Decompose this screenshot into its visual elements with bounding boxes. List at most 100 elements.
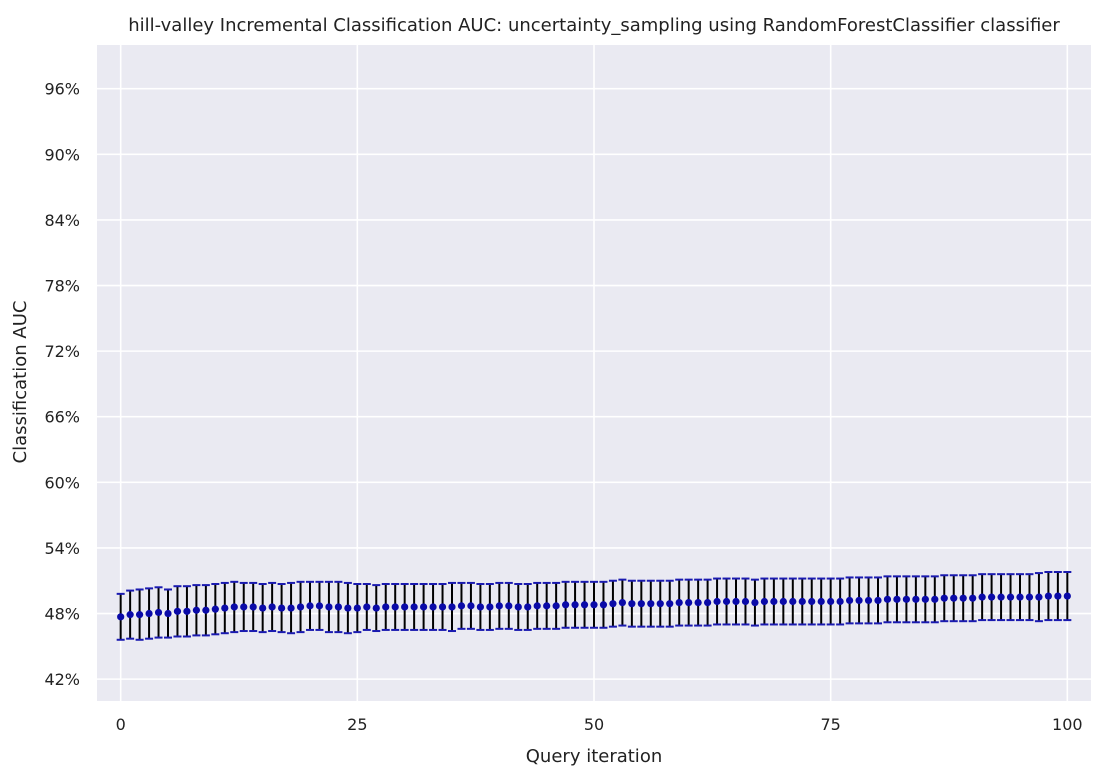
y-axis-label: Classification AUC <box>10 301 31 464</box>
data-point <box>353 604 361 612</box>
data-point <box>296 603 305 611</box>
data-point <box>751 599 759 607</box>
data-point <box>202 606 210 614</box>
data-point <box>855 596 863 605</box>
data-point <box>827 597 835 606</box>
data-point <box>969 594 977 602</box>
data-point <box>1016 593 1024 601</box>
x-tick-label: 100 <box>1052 715 1083 734</box>
data-point <box>893 595 901 603</box>
data-point <box>940 594 948 602</box>
data-point <box>978 593 986 601</box>
data-point <box>590 601 598 609</box>
data-point <box>656 600 664 608</box>
data-point <box>164 609 172 618</box>
data-point <box>722 597 731 606</box>
data-points <box>117 592 1071 621</box>
x-tick-label: 0 <box>116 715 126 734</box>
data-point <box>117 613 125 621</box>
x-tick-label: 25 <box>347 715 367 734</box>
data-point <box>618 599 627 607</box>
data-point <box>306 602 314 610</box>
data-point <box>713 597 721 606</box>
data-point <box>1063 592 1071 600</box>
data-point <box>836 597 844 606</box>
data-point <box>315 602 324 610</box>
data-point <box>524 603 532 611</box>
data-point <box>1044 592 1052 600</box>
data-point <box>467 602 475 610</box>
data-point <box>240 603 248 611</box>
data-point <box>732 597 740 606</box>
data-point <box>883 595 892 603</box>
y-tick-label: 66% <box>44 408 80 427</box>
data-point <box>401 603 409 611</box>
data-point <box>798 597 806 606</box>
chart-title: hill-valley Incremental Classification A… <box>128 15 1060 36</box>
data-point <box>126 611 134 619</box>
data-point <box>959 594 967 602</box>
data-point <box>685 599 693 607</box>
data-point <box>628 600 636 608</box>
data-point <box>864 596 873 605</box>
data-point <box>514 603 522 611</box>
data-point <box>666 600 674 608</box>
data-point <box>372 604 380 612</box>
data-point <box>183 607 191 615</box>
data-point <box>410 603 418 611</box>
data-point <box>486 603 494 611</box>
data-point <box>382 603 390 611</box>
data-point <box>325 603 333 611</box>
data-point <box>874 596 882 605</box>
data-point <box>268 603 276 611</box>
data-point <box>912 595 920 603</box>
data-point <box>988 593 996 601</box>
data-point <box>495 602 503 610</box>
data-point <box>552 602 560 610</box>
y-tick-label: 42% <box>44 670 80 689</box>
data-point <box>192 606 200 614</box>
data-point <box>173 607 182 615</box>
data-point <box>921 595 929 603</box>
y-tick-label: 90% <box>44 145 80 164</box>
data-point <box>808 597 816 606</box>
data-point <box>249 603 257 611</box>
data-point <box>363 603 371 611</box>
data-point <box>931 595 939 603</box>
data-point <box>997 593 1005 601</box>
data-point <box>457 602 466 610</box>
data-point <box>543 602 551 610</box>
data-point <box>287 604 295 612</box>
data-point <box>259 604 267 612</box>
data-point <box>694 599 702 607</box>
y-tick-label: 48% <box>44 605 80 624</box>
data-point <box>145 609 153 618</box>
data-point <box>817 597 825 606</box>
x-axis-label: Query iteration <box>526 746 662 767</box>
data-point <box>278 604 286 612</box>
y-tick-labels: 42% 48% 54% 60% 66% 72% 78% 84% 90% 96% <box>44 80 80 689</box>
data-point <box>391 603 399 611</box>
y-tick-label: 84% <box>44 211 80 230</box>
data-point <box>562 601 570 609</box>
data-point <box>902 595 911 603</box>
data-point <box>609 600 617 608</box>
data-point <box>211 605 219 613</box>
data-point <box>741 597 750 606</box>
data-point <box>1054 592 1062 600</box>
data-point <box>675 599 683 607</box>
data-point <box>760 597 769 606</box>
data-point <box>154 608 163 617</box>
data-point <box>846 596 854 605</box>
data-point <box>647 600 655 608</box>
data-point <box>789 597 797 606</box>
data-point <box>704 599 712 607</box>
data-point <box>950 594 958 602</box>
data-point <box>779 597 787 606</box>
data-point <box>448 603 456 611</box>
data-point <box>637 600 645 608</box>
data-point <box>221 604 229 612</box>
x-tick-labels: 0 25 50 75 100 <box>116 715 1083 734</box>
